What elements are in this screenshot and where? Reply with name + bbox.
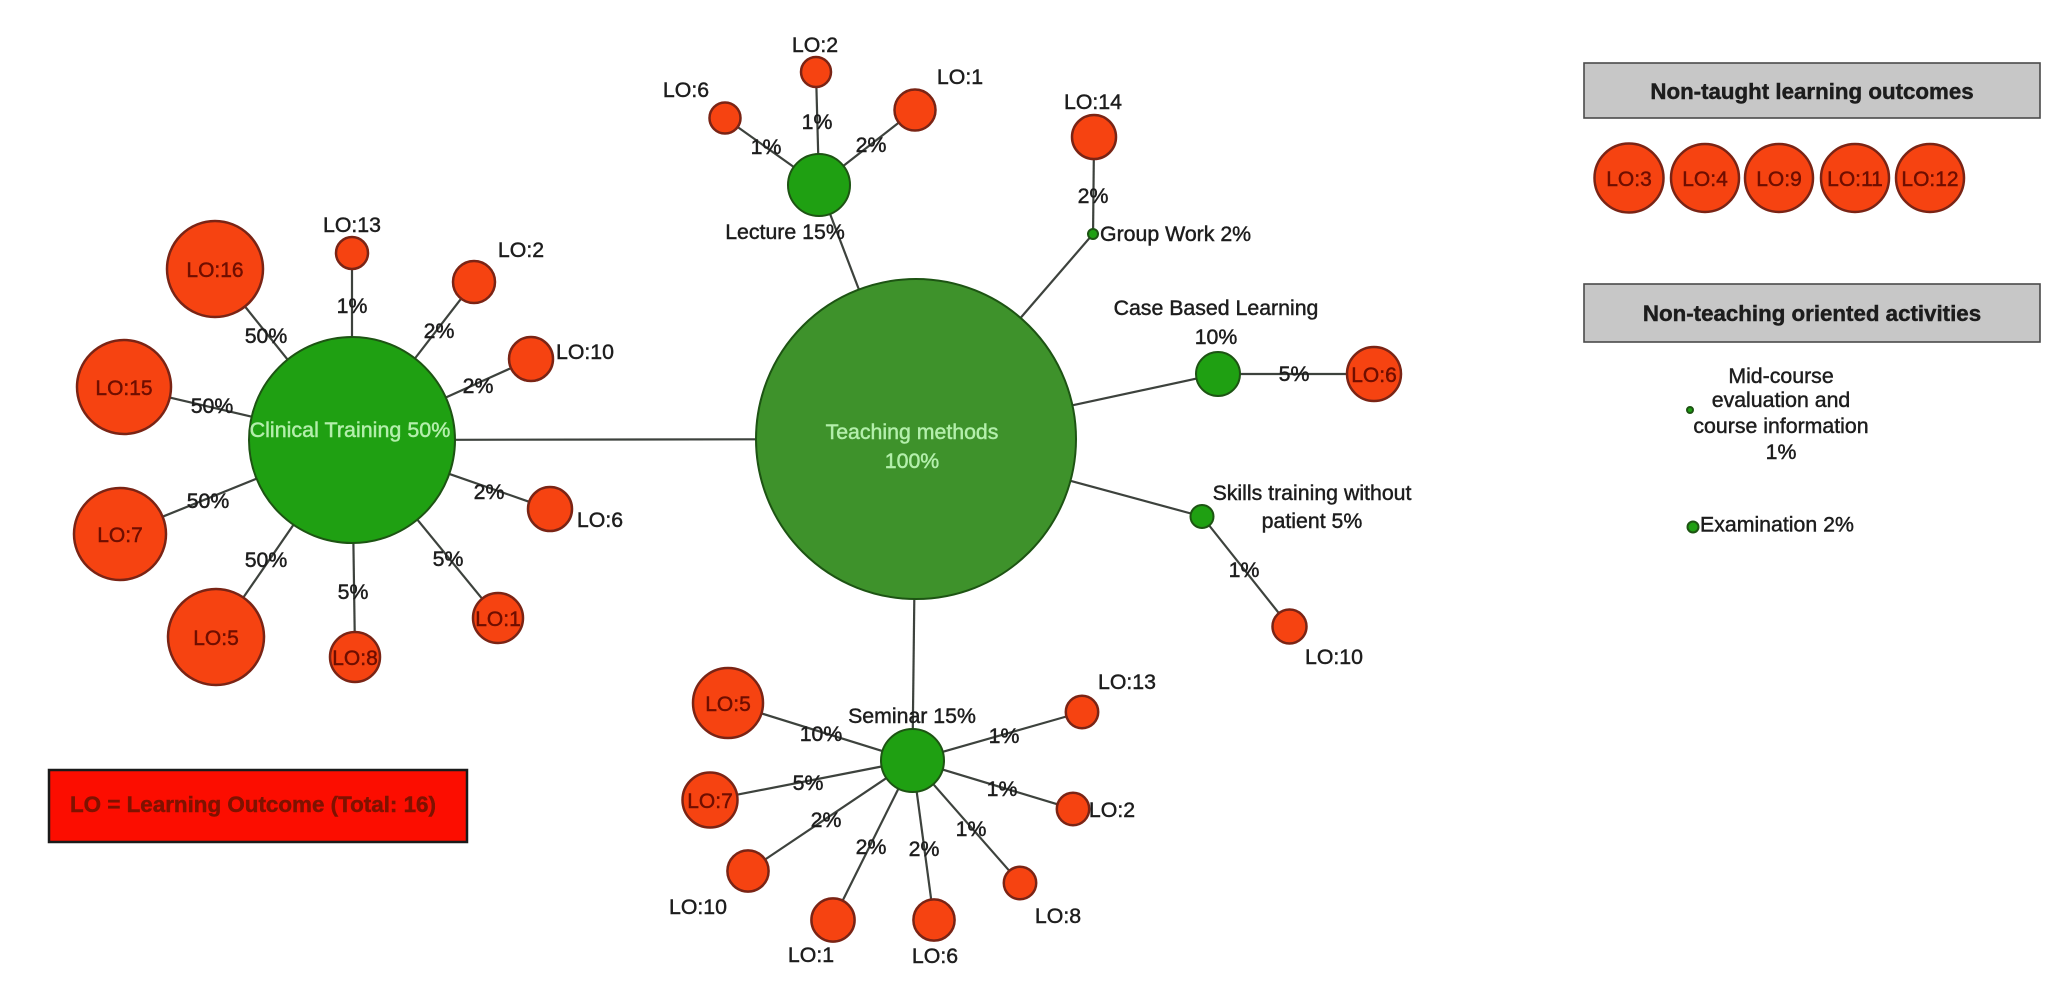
svg-text:LO:1: LO:1 bbox=[788, 943, 834, 967]
svg-text:2%: 2% bbox=[463, 374, 494, 398]
svg-text:1%: 1% bbox=[987, 777, 1018, 801]
svg-text:LO:6: LO:6 bbox=[912, 944, 958, 968]
svg-text:Clinical Training 50%: Clinical Training 50% bbox=[250, 418, 451, 442]
svg-text:50%: 50% bbox=[245, 548, 288, 572]
svg-text:Examination 2%: Examination 2% bbox=[1700, 513, 1854, 537]
svg-text:2%: 2% bbox=[474, 480, 505, 504]
svg-text:Non-taught learning outcomes: Non-taught learning outcomes bbox=[1650, 79, 1973, 104]
svg-text:5%: 5% bbox=[793, 771, 824, 795]
svg-text:2%: 2% bbox=[909, 837, 940, 861]
svg-text:LO:5: LO:5 bbox=[705, 693, 751, 716]
svg-text:Skills training without: Skills training without bbox=[1213, 481, 1412, 505]
svg-text:2%: 2% bbox=[1078, 184, 1109, 208]
svg-text:Lecture 15%: Lecture 15% bbox=[725, 220, 845, 244]
svg-text:2%: 2% bbox=[856, 133, 887, 157]
svg-text:LO:11: LO:11 bbox=[1827, 168, 1883, 191]
svg-text:LO:8: LO:8 bbox=[332, 647, 378, 670]
svg-text:LO:7: LO:7 bbox=[97, 524, 143, 547]
svg-text:LO:12: LO:12 bbox=[1901, 168, 1958, 191]
svg-text:1%: 1% bbox=[337, 294, 368, 318]
svg-text:LO:10: LO:10 bbox=[1305, 645, 1363, 669]
svg-text:LO:10: LO:10 bbox=[669, 895, 727, 919]
svg-text:LO:9: LO:9 bbox=[1756, 168, 1802, 191]
svg-text:Seminar 15%: Seminar 15% bbox=[848, 704, 976, 728]
svg-text:50%: 50% bbox=[187, 489, 230, 513]
svg-text:Mid-course: Mid-course bbox=[1728, 364, 1833, 388]
svg-text:5%: 5% bbox=[433, 547, 464, 571]
svg-text:LO:16: LO:16 bbox=[186, 259, 243, 282]
svg-text:2%: 2% bbox=[811, 808, 842, 832]
svg-text:LO:3: LO:3 bbox=[1606, 168, 1652, 191]
svg-text:1%: 1% bbox=[956, 817, 987, 841]
svg-text:LO:7: LO:7 bbox=[687, 790, 733, 813]
svg-text:LO:14: LO:14 bbox=[1064, 90, 1122, 114]
svg-text:50%: 50% bbox=[191, 394, 234, 418]
svg-text:LO:6: LO:6 bbox=[1351, 364, 1397, 387]
svg-text:1%: 1% bbox=[802, 110, 833, 134]
svg-text:5%: 5% bbox=[1279, 362, 1310, 386]
svg-text:Group Work 2%: Group Work 2% bbox=[1100, 222, 1251, 246]
svg-text:Case Based Learning: Case Based Learning bbox=[1114, 296, 1319, 320]
svg-text:LO:1: LO:1 bbox=[475, 608, 521, 631]
svg-text:LO:1: LO:1 bbox=[937, 65, 983, 89]
svg-text:1%: 1% bbox=[751, 135, 782, 159]
svg-text:LO:6: LO:6 bbox=[663, 78, 709, 102]
svg-text:LO:2: LO:2 bbox=[792, 33, 838, 57]
svg-text:100%: 100% bbox=[885, 449, 940, 473]
svg-text:LO:15: LO:15 bbox=[95, 377, 152, 400]
svg-text:1%: 1% bbox=[1766, 440, 1797, 464]
svg-text:course information: course information bbox=[1693, 414, 1868, 438]
svg-text:10%: 10% bbox=[800, 722, 843, 746]
svg-text:LO:5: LO:5 bbox=[193, 627, 239, 650]
svg-text:LO:13: LO:13 bbox=[1098, 670, 1156, 694]
svg-text:Non-teaching oriented activiti: Non-teaching oriented activities bbox=[1643, 301, 1981, 326]
svg-text:50%: 50% bbox=[245, 324, 288, 348]
svg-text:LO:2: LO:2 bbox=[498, 238, 544, 262]
svg-text:5%: 5% bbox=[338, 580, 369, 604]
svg-text:evaluation and: evaluation and bbox=[1712, 388, 1851, 412]
svg-text:1%: 1% bbox=[1229, 558, 1260, 582]
svg-text:LO:6: LO:6 bbox=[577, 508, 623, 532]
svg-text:2%: 2% bbox=[424, 319, 455, 343]
svg-text:LO:13: LO:13 bbox=[323, 213, 381, 237]
svg-text:patient 5%: patient 5% bbox=[1262, 509, 1363, 533]
svg-text:LO:2: LO:2 bbox=[1089, 798, 1135, 822]
svg-text:Teaching methods: Teaching methods bbox=[826, 420, 999, 444]
svg-text:10%: 10% bbox=[1195, 325, 1238, 349]
svg-text:LO:4: LO:4 bbox=[1682, 168, 1728, 191]
svg-text:LO:8: LO:8 bbox=[1035, 904, 1081, 928]
svg-text:1%: 1% bbox=[989, 724, 1020, 748]
svg-text:LO = Learning Outcome (Total:: LO = Learning Outcome (Total: 16) bbox=[70, 792, 436, 817]
svg-text:2%: 2% bbox=[856, 835, 887, 859]
svg-text:LO:10: LO:10 bbox=[556, 340, 614, 364]
